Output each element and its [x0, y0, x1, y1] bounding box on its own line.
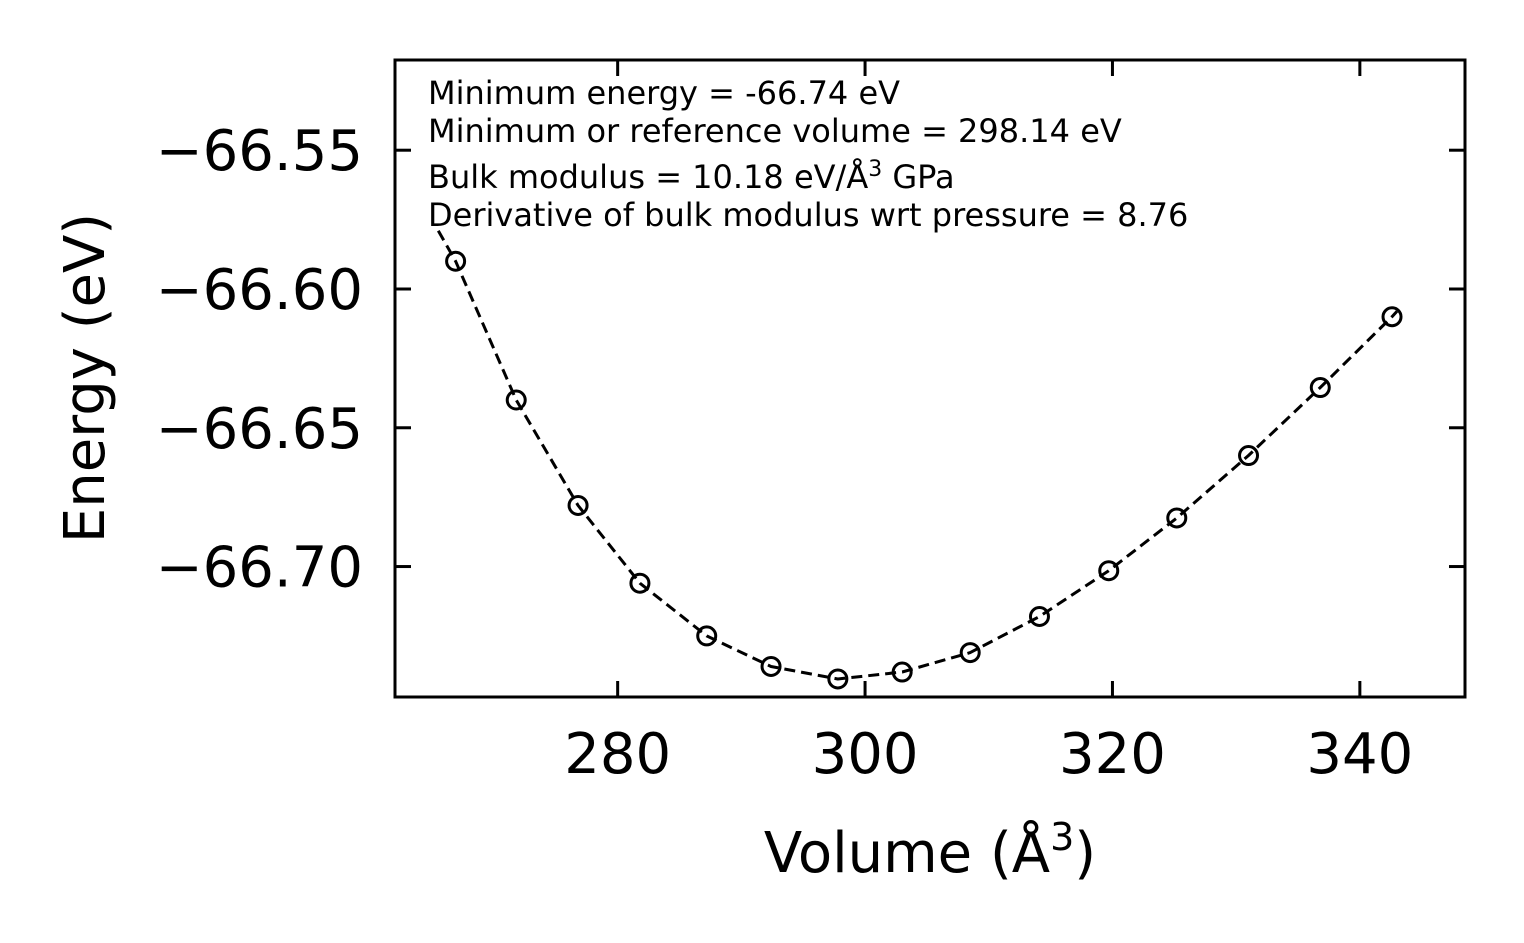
data-point	[891, 661, 913, 683]
x-axis-label-sup: 3	[1050, 815, 1074, 859]
annotation-bulk-modulus-sup: 3	[868, 157, 882, 182]
fit-curve	[436, 229, 1399, 681]
x-tick-label: 280	[564, 722, 671, 787]
data-point	[1309, 377, 1331, 399]
data-point	[1166, 507, 1188, 529]
plot-area	[393, 58, 1467, 699]
data-point	[959, 642, 981, 664]
data-point	[827, 668, 849, 690]
data-point	[760, 655, 782, 677]
data-points-layer	[445, 250, 1403, 690]
data-point	[1238, 445, 1260, 467]
data-point	[1098, 560, 1120, 582]
annotation-bulk-modulus: Bulk modulus = 10.18 eV/Å3 GPa	[428, 157, 955, 196]
data-point	[445, 250, 467, 272]
y-tick-label: −66.70	[156, 536, 363, 601]
y-tick-label: −66.60	[156, 258, 363, 323]
x-axis-label-tail: )	[1074, 821, 1096, 886]
annotation-min-energy: Minimum energy = -66.74 eV	[428, 74, 900, 112]
x-axis-label: Volume (Å3)	[764, 815, 1096, 886]
x-tick-label: 340	[1306, 722, 1413, 787]
annotation-bulk-modulus-text: Bulk modulus = 10.18 eV/Å	[428, 158, 868, 196]
axis-ticks: 280 300 320 340 −66.55 −66.60 −66.65 −66.70	[156, 60, 1465, 787]
x-tick-label: 320	[1059, 722, 1166, 787]
data-point	[1381, 306, 1403, 328]
data-point	[1028, 606, 1050, 628]
data-point	[505, 389, 527, 411]
y-tick-label: −66.55	[156, 119, 363, 184]
data-point	[629, 572, 651, 594]
x-axis-label-text: Volume (Å	[764, 820, 1050, 886]
x-tick-label: 300	[812, 722, 919, 787]
data-point	[696, 625, 718, 647]
annotation-bulk-modulus-unit: GPa	[882, 158, 954, 196]
y-axis-label: Energy (eV)	[53, 213, 118, 543]
data-point	[567, 494, 589, 516]
fit-curve-layer	[436, 229, 1399, 681]
annotation-derivative: Derivative of bulk modulus wrt pressure …	[428, 196, 1188, 234]
annotation-min-volume: Minimum or reference volume = 298.14 eV	[428, 112, 1122, 150]
y-tick-label: −66.65	[156, 397, 363, 462]
